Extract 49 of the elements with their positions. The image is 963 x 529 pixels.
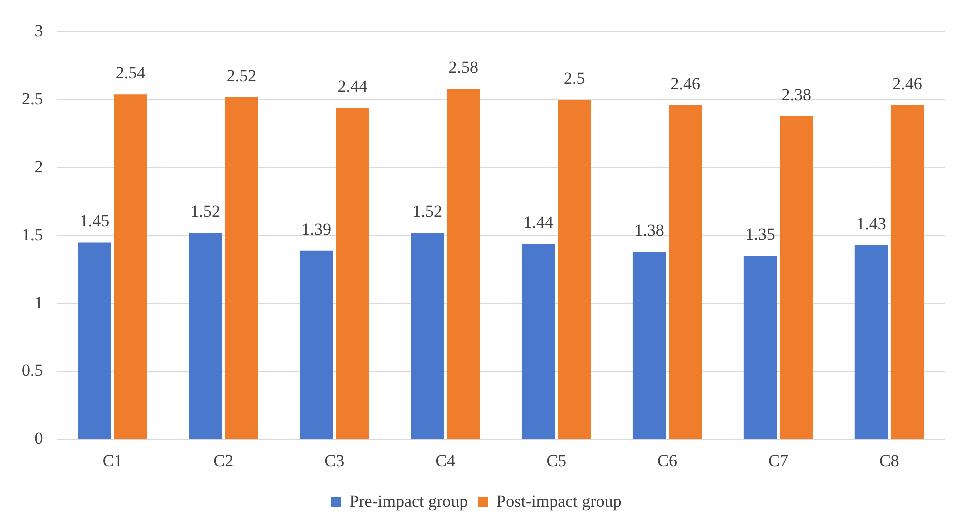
x-tick-label: C4 (436, 451, 456, 470)
bar (632, 252, 666, 440)
bar (890, 106, 924, 440)
data-label: 2.46 (670, 74, 700, 94)
data-label: 2.44 (338, 77, 368, 96)
legend-label: Post-impact group (496, 492, 622, 511)
bar (447, 89, 480, 440)
y-tick-label: 0 (34, 429, 44, 448)
y-tick-label: 3 (34, 22, 44, 41)
data-label: 2.38 (782, 85, 812, 104)
bar (78, 242, 112, 440)
bar (411, 233, 444, 440)
bar (744, 256, 778, 440)
bar (780, 116, 814, 440)
bar (522, 244, 556, 440)
data-label: 1.35 (746, 225, 776, 244)
y-tick-label: 1.5 (22, 225, 44, 244)
bar (189, 233, 222, 440)
data-label: 1.52 (190, 202, 221, 222)
bar (558, 100, 592, 440)
data-label: 2.58 (448, 58, 479, 78)
x-tick-label: C2 (214, 451, 234, 470)
y-tick-label: 0.5 (22, 361, 44, 380)
y-tick-label: 2.5 (22, 90, 44, 109)
data-label: 2.46 (892, 74, 922, 94)
data-label: 1.45 (80, 212, 110, 231)
bar (225, 97, 258, 440)
legend-label: Pre-impact group (350, 492, 468, 511)
data-label: 1.43 (856, 214, 886, 234)
x-tick-label: C3 (324, 451, 345, 470)
data-label: 1.44 (524, 213, 554, 232)
x-tick-label: C5 (546, 451, 567, 470)
x-tick-label: C1 (102, 451, 123, 470)
x-tick-label: C6 (658, 451, 678, 470)
y-tick-label: 2 (34, 157, 44, 176)
data-label: 1.52 (412, 202, 442, 222)
data-label: 2.54 (116, 64, 146, 83)
data-label: 2.52 (226, 66, 257, 86)
bar (336, 108, 370, 440)
data-label: 1.39 (302, 220, 332, 239)
x-tick-label: C7 (768, 451, 789, 470)
bar (854, 245, 888, 440)
bar (114, 94, 148, 440)
bar (300, 250, 334, 440)
data-label: 1.38 (634, 221, 664, 240)
y-tick-label: 1 (34, 293, 44, 312)
x-tick-label: C8 (880, 451, 900, 470)
data-label: 2.5 (564, 69, 586, 88)
bar (669, 106, 702, 440)
